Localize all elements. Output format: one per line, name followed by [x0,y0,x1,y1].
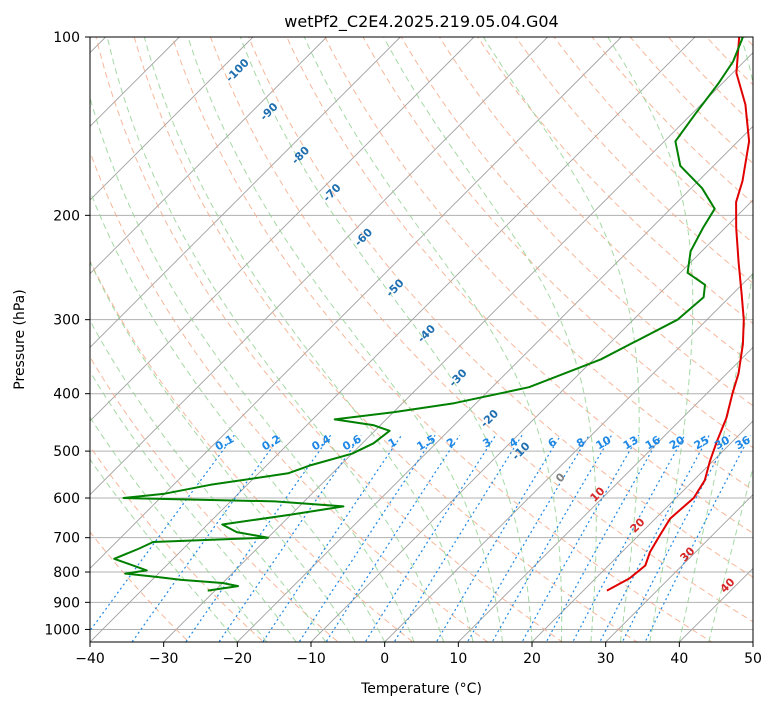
x-tick-label: −30 [149,651,179,667]
moist-adiabat-line [678,37,753,642]
moist-adiabat-line [239,37,533,642]
isotherm-line [90,37,622,569]
temperature-line [606,37,751,592]
isotherm-line [310,199,753,642]
y-tick-label: 700 [53,531,80,547]
moist-adiabat-line [90,416,268,642]
isotherm-line [90,37,548,496]
y-tick-label: 600 [53,491,80,507]
dry-adiabat-line [90,259,414,642]
plot-frame [89,36,754,643]
x-tick-label: 10 [449,651,467,667]
dry-adiabat-line [90,445,265,642]
moist-adiabat-line [383,37,597,642]
x-tick-label: −10 [296,651,326,667]
isotherm-line [90,37,254,201]
y-tick-label: 1000 [44,622,80,638]
y-tick-label: 200 [53,208,80,224]
x-tick-label: −40 [75,651,105,667]
dry-adiabat-line [133,37,638,642]
isotherm-line [90,37,327,275]
moist-adiabat-line [482,37,640,642]
dewpoint-line [113,37,744,592]
moist-adiabat-line [90,370,297,642]
moist-adiabat-line [143,37,474,642]
moist-adiabat-line [90,96,415,642]
mixing-ratio-line [545,434,662,642]
mixing-ratio-line [435,434,562,642]
dry-adiabat-line [209,37,753,623]
background-lines [90,37,753,642]
mixing-ratio-line [644,434,751,642]
moist-adiabat-line [187,37,503,642]
y-tick-label: 400 [53,387,80,403]
dry-adiabat-line [95,37,564,642]
mixing-ratio-line [262,434,403,642]
x-tick-label: 20 [523,651,541,667]
y-tick-label: 300 [53,313,80,329]
x-tick-label: 50 [744,651,762,667]
mixing-ratio-line [521,434,640,642]
isotherm-line [531,420,753,642]
axes: −40 −30 −20 −10 0 10 20 30 40 50 100 200 300 400 500 60… [44,30,762,667]
mixing-ratio-line [218,434,362,642]
mixing-ratio-line [325,434,461,642]
chart-title: wetPf2_C2E4.2025.219.05.04.G04 [284,12,558,32]
x-tick-label: 0 [380,651,389,667]
y-tick-label: 100 [53,30,80,46]
dry-adiabat-line [438,37,753,366]
y-tick-label: 500 [53,444,80,460]
isotherm-line [605,494,753,642]
mixing-ratio-line [393,434,523,642]
series-layer [113,37,751,592]
y-tick-label: 800 [53,565,80,581]
dry-adiabat-line [90,531,190,642]
isotherm-line [90,37,401,348]
moist-adiabat-line [90,319,327,642]
moist-adiabat-line [303,37,563,642]
mixing-ratio-line [466,434,590,642]
moist-adiabat-line [90,260,356,642]
y-axis-label: Pressure (hPa) [12,289,28,389]
moist-adiabat-line [90,458,238,642]
dry-adiabat-line [90,356,340,642]
mixing-ratio-line [131,434,282,642]
moist-adiabat-line [90,189,386,642]
isotherm-line [163,52,753,642]
y-tick-label: 900 [53,595,80,611]
isotherm-line [384,273,753,642]
moist-adiabat-line [106,37,445,642]
isotherm-line [237,125,753,642]
mixing-ratio-line [185,434,332,642]
mixing-ratio-line [364,434,497,642]
mixing-ratio-line [90,434,235,632]
x-tick-label: 30 [597,651,615,667]
dry-adiabat-line [400,37,753,407]
x-tick-label: −20 [223,651,253,667]
dry-adiabat-line [171,37,713,642]
isotherm-line [90,37,475,422]
moist-adiabat-line [708,466,753,642]
mixing-ratio-line [298,434,436,642]
moist-adiabat-line [607,37,694,642]
dry-adiabat-line [286,37,753,534]
x-axis-label: Temperature (°C) [360,681,482,697]
x-tick-label: 40 [670,651,688,667]
